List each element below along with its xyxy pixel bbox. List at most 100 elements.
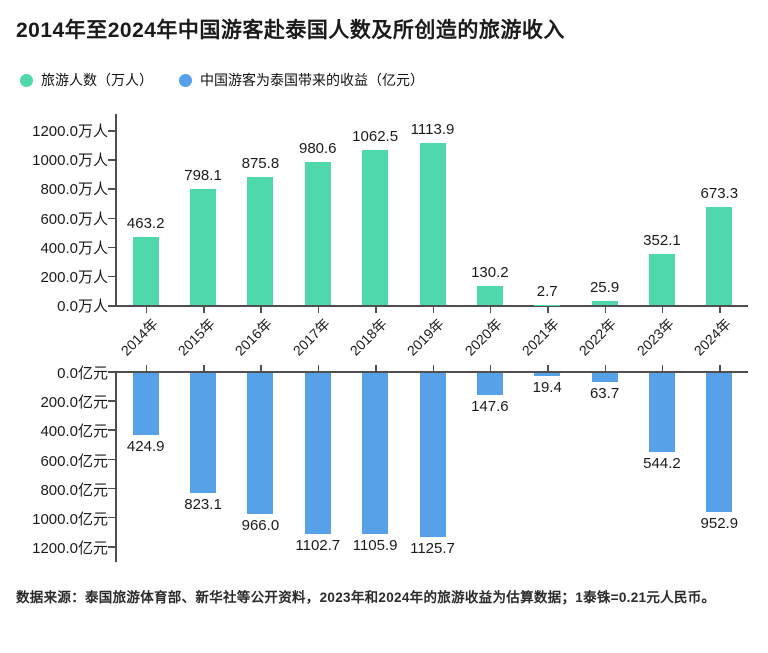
revenue-y-tick [108, 546, 115, 548]
revenue-y-tick-label: 1000.0亿元 [32, 510, 108, 528]
bar-revenue-2023年 [648, 373, 675, 453]
legend-revenue-label: 中国游客为泰国带来的收益（亿元） [200, 72, 424, 88]
revenue-y-tick [108, 429, 115, 431]
bar-visitors-value-label: 2.7 [536, 282, 558, 300]
bar-visitors-2024年 [706, 206, 733, 305]
legend-visitors-label: 旅游人数（万人） [41, 72, 153, 88]
revenue-y-tick-label: 800.0亿元 [40, 481, 108, 499]
visitors-y-tick-label: 1000.0万人 [32, 152, 108, 170]
revenue-y-tick [108, 400, 115, 402]
bar-revenue-2014年 [132, 373, 159, 435]
revenue-y-tick-label: 400.0亿元 [40, 423, 108, 441]
x-axis-year-label: 2019年 [403, 315, 448, 359]
bar-visitors-2015年 [190, 188, 217, 305]
visitors-y-tick [108, 246, 115, 249]
legend-visitors-dot-icon [20, 73, 33, 87]
bar-visitors-2019年 [419, 142, 446, 305]
visitors-y-tick [108, 275, 115, 278]
bar-revenue-value-label: 19.4 [532, 378, 562, 396]
chart-title: 2014年至2024年中国游客赴泰国人数及所创造的旅游收入 [16, 19, 565, 42]
bar-visitors-2022年 [591, 301, 618, 305]
revenue-x-tick [432, 365, 434, 371]
visitors-x-tick [432, 307, 434, 313]
revenue-x-tick [260, 365, 262, 371]
bar-revenue-2019年 [419, 373, 446, 538]
revenue-y-tick-label: 600.0亿元 [40, 452, 108, 470]
revenue-y-tick-label: 200.0亿元 [40, 394, 108, 412]
bar-visitors-value-label: 463.2 [126, 215, 165, 233]
visitors-y-tick-label: 800.0万人 [40, 181, 108, 199]
revenue-y-tick [108, 487, 115, 490]
bar-visitors-2021年 [534, 304, 561, 305]
x-axis-year-label: 2014年 [117, 315, 161, 359]
bar-revenue-value-label: 1125.7 [410, 540, 455, 558]
x-axis-year-label: 2021年 [518, 315, 562, 359]
visitors-x-tick [145, 307, 148, 313]
visitors-x-tick [489, 307, 492, 313]
visitors-y-tick [108, 188, 115, 190]
x-axis-year-label: 2023年 [633, 315, 677, 359]
visitors-y-tick [108, 130, 115, 132]
bar-visitors-value-label: 1062.5 [352, 128, 399, 146]
bar-visitors-2016年 [247, 177, 274, 305]
bar-revenue-value-label: 823.1 [184, 496, 222, 514]
visitors-x-tick [547, 307, 549, 313]
revenue-x-axis-line [115, 371, 748, 373]
bar-revenue-value-label: 1102.7 [295, 536, 341, 554]
visitors-x-tick [317, 307, 320, 313]
x-axis-year-label: 2022年 [576, 315, 620, 359]
revenue-y-tick [108, 458, 115, 460]
bar-visitors-2017年 [304, 161, 331, 305]
bar-visitors-value-label: 352.1 [643, 231, 681, 249]
bar-revenue-2022年 [591, 373, 618, 383]
visitors-y-tick-label: 600.0万人 [40, 210, 108, 228]
x-axis-year-label: 2017年 [289, 315, 333, 359]
revenue-y-tick-label: 0.0亿元 [57, 365, 108, 382]
revenue-x-tick [719, 365, 721, 371]
bar-visitors-value-label: 875.8 [241, 155, 280, 173]
x-axis-year-label: 2024年 [690, 315, 735, 359]
bar-visitors-2014年 [132, 237, 159, 305]
bar-visitors-value-label: 798.1 [184, 166, 222, 184]
visitors-y-tick-label: 0.0万人 [57, 298, 108, 315]
bar-revenue-2021年 [534, 373, 561, 376]
bar-visitors-value-label: 1113.9 [410, 120, 455, 138]
revenue-x-tick [317, 365, 320, 371]
visitors-y-axis-line [115, 114, 117, 307]
visitors-y-tick [108, 305, 115, 307]
revenue-x-tick [145, 365, 148, 371]
bar-visitors-2020年 [476, 286, 503, 305]
visitors-x-tick [719, 307, 721, 313]
visitors-x-tick [661, 307, 664, 313]
bar-revenue-2017年 [304, 373, 331, 534]
x-axis-year-label: 2015年 [174, 315, 218, 359]
visitors-y-tick [108, 217, 115, 219]
bar-revenue-2016年 [247, 373, 274, 514]
bar-visitors-value-label: 130.2 [471, 264, 509, 281]
bar-revenue-value-label: 966.0 [241, 516, 280, 534]
legend-item-revenue: 中国游客为泰国带来的收益（亿元） [179, 70, 424, 90]
bar-visitors-2023年 [648, 253, 675, 305]
x-axis-year-label: 2020年 [461, 315, 505, 359]
revenue-y-tick-label: 1200.0亿元 [32, 540, 108, 557]
revenue-x-tick [604, 365, 607, 371]
revenue-x-tick [203, 365, 205, 371]
visitors-x-tick [604, 307, 607, 313]
visitors-y-tick-label: 1200.0万人 [32, 123, 108, 140]
revenue-x-tick [375, 365, 377, 371]
legend: 旅游人数（万人） 中国游客为泰国带来的收益（亿元） [20, 70, 424, 90]
bar-revenue-2018年 [362, 373, 389, 535]
bar-revenue-2015年 [190, 373, 217, 494]
revenue-x-tick [547, 365, 549, 371]
visitors-x-tick [203, 307, 205, 313]
visitors-x-tick [375, 307, 377, 313]
bar-revenue-value-label: 147.6 [471, 397, 509, 415]
visitors-x-axis-line [115, 305, 748, 307]
bar-visitors-value-label: 980.6 [298, 139, 337, 157]
bar-visitors-2018年 [362, 150, 389, 305]
legend-item-visitors: 旅游人数（万人） [20, 70, 153, 90]
revenue-y-tick [108, 371, 115, 373]
bar-revenue-value-label: 424.9 [126, 437, 165, 455]
bar-revenue-value-label: 63.7 [589, 385, 620, 403]
